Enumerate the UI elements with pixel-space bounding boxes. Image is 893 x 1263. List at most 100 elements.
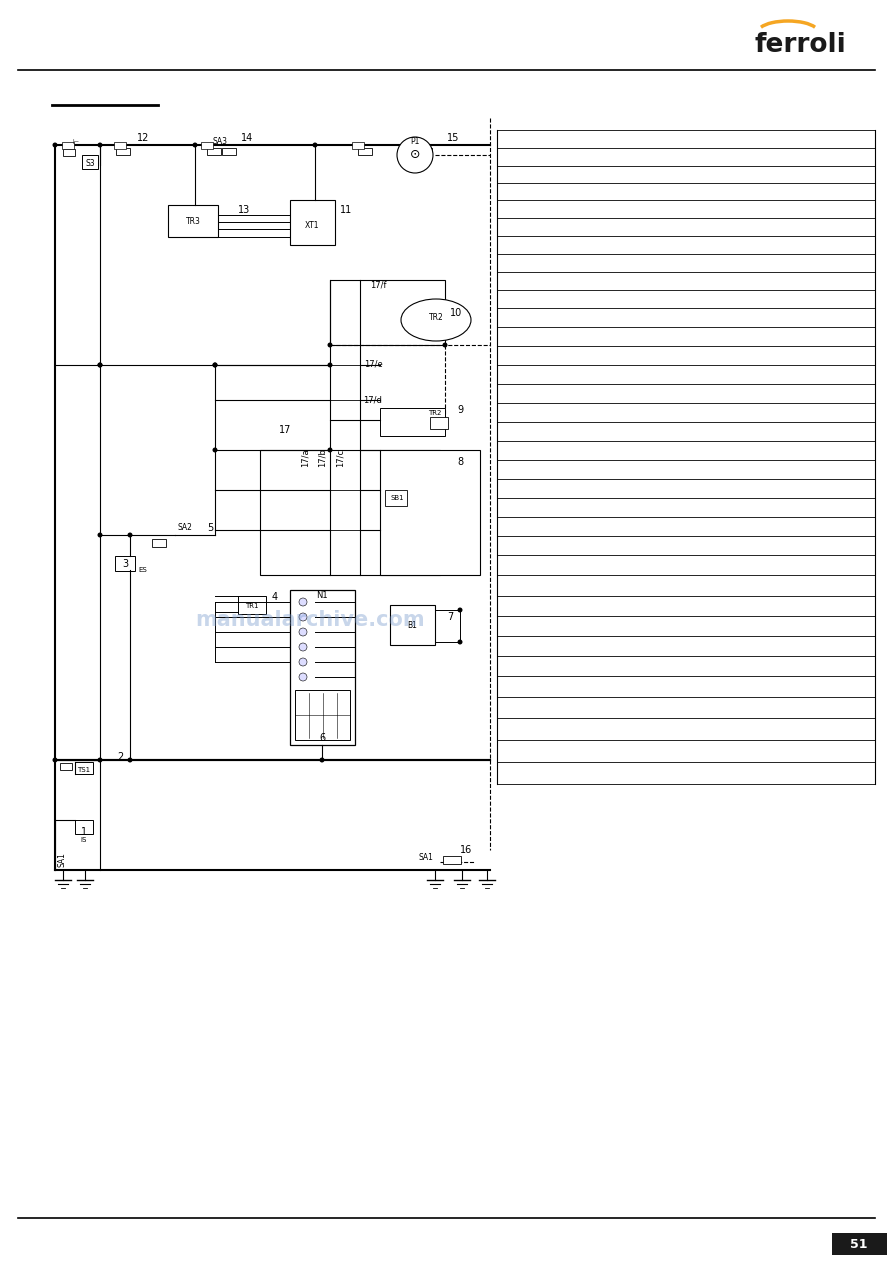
Text: 6: 6 [319, 733, 325, 743]
Circle shape [213, 362, 218, 368]
Text: ferroli: ferroli [754, 32, 846, 58]
Bar [207, 148, 221, 155]
Text: 17/c: 17/c [336, 448, 345, 467]
Bar [380, 450, 480, 575]
Bar [295, 690, 350, 740]
Bar [385, 490, 407, 506]
Bar [152, 539, 166, 547]
Bar [330, 280, 445, 345]
Circle shape [213, 362, 218, 368]
Text: 16: 16 [460, 845, 472, 855]
Text: TR3: TR3 [186, 217, 200, 226]
Text: TR1: TR1 [246, 602, 259, 609]
Bar [62, 141, 74, 149]
Circle shape [97, 758, 103, 763]
Text: 17/e: 17/e [363, 360, 382, 369]
Bar [168, 205, 218, 237]
Text: ⊢: ⊢ [72, 139, 78, 145]
Text: 17/d: 17/d [363, 395, 382, 404]
Circle shape [97, 143, 103, 148]
Text: 17/f: 17/f [370, 280, 387, 289]
Text: 2: 2 [117, 751, 123, 762]
Circle shape [53, 143, 57, 148]
Text: IS: IS [80, 837, 88, 842]
Circle shape [320, 758, 324, 763]
Bar [222, 148, 236, 155]
Text: ⊙: ⊙ [410, 149, 421, 162]
Bar [260, 450, 440, 575]
Bar [418, 148, 432, 155]
Text: TS1: TS1 [78, 767, 90, 773]
Circle shape [97, 533, 103, 538]
Text: 51: 51 [850, 1238, 868, 1250]
Circle shape [299, 673, 307, 681]
Text: B1: B1 [407, 620, 417, 629]
Bar [352, 141, 364, 149]
Circle shape [443, 342, 447, 347]
Circle shape [128, 533, 132, 538]
Circle shape [299, 597, 307, 606]
Bar [115, 556, 135, 571]
Text: 10: 10 [450, 308, 462, 318]
Bar [412, 141, 424, 149]
Text: 14: 14 [241, 133, 253, 143]
Text: 12: 12 [137, 133, 149, 143]
Text: XT1: XT1 [305, 221, 320, 230]
Text: 17: 17 [279, 426, 291, 434]
Text: 7: 7 [446, 613, 453, 621]
Bar [430, 304, 448, 317]
Text: 8: 8 [457, 457, 463, 467]
Text: manualarchive.com: manualarchive.com [196, 610, 425, 630]
Bar [832, 1233, 887, 1255]
Bar [430, 417, 448, 429]
Circle shape [97, 362, 103, 368]
Circle shape [457, 639, 463, 644]
Text: 17/a: 17/a [301, 448, 310, 467]
Bar [60, 763, 72, 770]
Text: SA3: SA3 [213, 136, 228, 145]
Text: N1: N1 [316, 591, 328, 600]
Text: 15: 15 [446, 133, 459, 143]
Circle shape [397, 136, 433, 173]
Circle shape [299, 658, 307, 666]
Text: SA1: SA1 [57, 853, 66, 868]
Bar [75, 820, 93, 834]
Circle shape [328, 362, 332, 368]
Bar [290, 200, 335, 245]
Bar [238, 596, 266, 614]
Bar [390, 605, 435, 645]
Circle shape [328, 342, 332, 347]
Text: 11: 11 [340, 205, 352, 215]
Bar [358, 148, 372, 155]
Bar [82, 155, 98, 169]
Text: 4: 4 [272, 592, 278, 602]
Text: 9: 9 [457, 405, 463, 416]
Text: TR2: TR2 [429, 410, 442, 416]
Text: SA2: SA2 [178, 523, 192, 533]
Text: 5: 5 [207, 523, 213, 533]
Circle shape [457, 608, 463, 613]
Text: SB1: SB1 [390, 495, 404, 501]
Circle shape [328, 447, 332, 452]
Text: 1: 1 [81, 827, 87, 837]
Text: ES: ES [138, 567, 147, 573]
Bar [63, 149, 75, 157]
Ellipse shape [401, 299, 471, 341]
Bar [116, 148, 130, 155]
Text: SA1: SA1 [419, 854, 433, 863]
Bar [75, 762, 93, 774]
Circle shape [53, 758, 57, 763]
Circle shape [193, 143, 197, 148]
Bar [201, 141, 213, 149]
Text: 13: 13 [238, 205, 250, 215]
Circle shape [299, 613, 307, 621]
Circle shape [299, 628, 307, 637]
Text: 17/b: 17/b [318, 448, 327, 467]
Circle shape [213, 447, 218, 452]
Text: S3: S3 [85, 158, 95, 168]
Text: TR2: TR2 [429, 313, 444, 322]
Text: 3: 3 [122, 560, 128, 570]
Bar [443, 856, 461, 864]
Bar [114, 141, 126, 149]
Text: P1: P1 [410, 136, 420, 145]
